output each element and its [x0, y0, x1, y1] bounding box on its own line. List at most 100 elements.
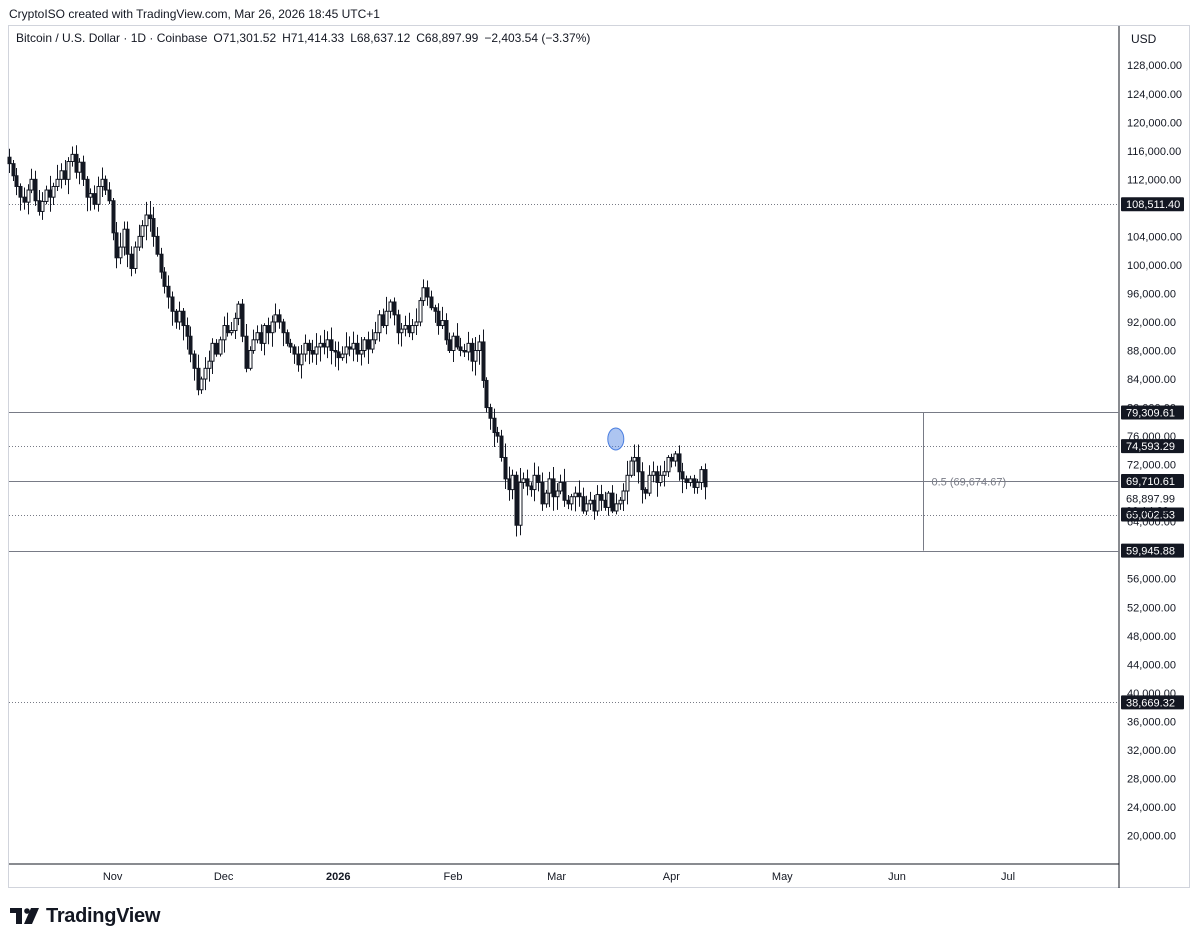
candle-body[interactable] [92, 193, 97, 205]
candle-body[interactable] [481, 341, 486, 381]
candle-body[interactable] [103, 178, 108, 191]
candle-body[interactable] [270, 321, 275, 334]
candle-body[interactable] [351, 342, 356, 350]
candle-body[interactable] [425, 287, 430, 298]
candle-body[interactable] [307, 342, 312, 352]
candle-body[interactable] [66, 161, 71, 180]
candle-body[interactable] [629, 460, 634, 476]
candle-body[interactable] [632, 456, 637, 462]
candle-body[interactable] [118, 246, 123, 259]
candle-body[interactable] [151, 218, 156, 237]
candle-body[interactable] [370, 339, 375, 350]
candle-body[interactable] [81, 161, 86, 180]
candle-body[interactable] [225, 325, 230, 334]
candle-body[interactable] [703, 469, 708, 488]
candle-body[interactable] [436, 310, 441, 327]
candle-body[interactable] [606, 492, 611, 508]
candle-body[interactable] [658, 474, 663, 483]
candle-body[interactable] [26, 189, 31, 203]
candle-body[interactable] [159, 253, 164, 273]
candle-body[interactable] [166, 285, 171, 298]
candle-body[interactable] [22, 196, 27, 203]
candle-body[interactable] [77, 161, 82, 173]
price-level-label-bg[interactable] [1121, 543, 1184, 558]
candle-body[interactable] [285, 332, 290, 344]
candle-body[interactable] [521, 478, 526, 483]
candle-body[interactable] [388, 301, 393, 312]
candle-body[interactable] [540, 481, 545, 505]
candle-body[interactable] [510, 474, 515, 491]
candle-body[interactable] [488, 407, 493, 419]
candle-body[interactable] [577, 492, 582, 498]
candle-body[interactable] [18, 185, 23, 198]
candle-body[interactable] [129, 253, 134, 269]
candle-body[interactable] [458, 346, 463, 352]
candle-body[interactable] [536, 474, 541, 483]
candle-body[interactable] [618, 499, 623, 505]
candle-body[interactable] [111, 200, 116, 234]
candle-body[interactable] [162, 271, 167, 287]
candle-body[interactable] [643, 489, 648, 494]
candle-body[interactable] [588, 499, 593, 505]
candle-body[interactable] [555, 490, 560, 498]
price-level-label-bg[interactable] [1121, 473, 1184, 488]
candle-body[interactable] [573, 492, 578, 498]
candle-body[interactable] [177, 310, 182, 323]
candle-body[interactable] [495, 432, 500, 437]
candle-body[interactable] [199, 378, 204, 391]
candle-body[interactable] [473, 350, 478, 362]
candle-body[interactable] [281, 321, 286, 334]
candle-body[interactable] [484, 379, 489, 409]
price-level-label-bg[interactable] [1121, 405, 1184, 420]
candle-body[interactable] [569, 496, 574, 505]
candle-body[interactable] [547, 478, 552, 494]
candle-body[interactable] [288, 342, 293, 348]
candle-body[interactable] [677, 453, 682, 473]
candle-body[interactable] [318, 342, 323, 348]
candle-body[interactable] [203, 367, 208, 380]
candle-body[interactable] [451, 335, 456, 352]
candle-body[interactable] [336, 351, 341, 359]
candle-body[interactable] [621, 490, 626, 501]
candle-body[interactable] [625, 474, 630, 492]
candle-body[interactable] [499, 435, 504, 458]
candle-body[interactable] [610, 492, 615, 512]
price-level-label-bg[interactable] [1121, 197, 1184, 212]
candle-body[interactable] [51, 185, 56, 198]
candle-body[interactable] [192, 353, 197, 369]
candle-body[interactable] [410, 325, 415, 334]
candle-body[interactable] [544, 492, 549, 505]
candle-body[interactable] [414, 321, 419, 327]
candle-body[interactable] [314, 346, 319, 355]
candle-body[interactable] [362, 339, 367, 352]
candle-body[interactable] [421, 287, 426, 302]
candle-body[interactable] [88, 193, 93, 198]
symbol-name[interactable]: Bitcoin / U.S. Dollar · 1D · Coinbase [16, 31, 208, 45]
candle-body[interactable] [518, 481, 523, 526]
candle-body[interactable] [292, 346, 297, 355]
candle-body[interactable] [170, 296, 175, 312]
candle-body[interactable] [562, 481, 567, 501]
candle-body[interactable] [614, 503, 619, 512]
candle-body[interactable] [595, 494, 600, 512]
candle-body[interactable] [144, 214, 149, 227]
candle-body[interactable] [236, 303, 241, 319]
candle-body[interactable] [392, 301, 397, 316]
candle-body[interactable] [29, 178, 34, 191]
candle-body[interactable] [266, 325, 271, 334]
highlight-marker[interactable] [607, 427, 625, 451]
candle-body[interactable] [599, 494, 604, 501]
candle-body[interactable] [558, 481, 563, 492]
candle-body[interactable] [40, 200, 45, 212]
candle-body[interactable] [125, 228, 130, 255]
candle-body[interactable] [251, 339, 256, 352]
candle-body[interactable] [214, 342, 219, 355]
candle-body[interactable] [673, 453, 678, 462]
candle-body[interactable] [377, 314, 382, 334]
candle-body[interactable] [255, 332, 260, 341]
candle-body[interactable] [59, 170, 64, 180]
candle-body[interactable] [695, 481, 700, 488]
candle-body[interactable] [96, 185, 101, 205]
candle-body[interactable] [647, 474, 652, 494]
candle-body[interactable] [70, 153, 75, 163]
